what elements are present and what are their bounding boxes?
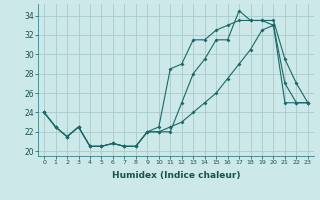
X-axis label: Humidex (Indice chaleur): Humidex (Indice chaleur) bbox=[112, 171, 240, 180]
